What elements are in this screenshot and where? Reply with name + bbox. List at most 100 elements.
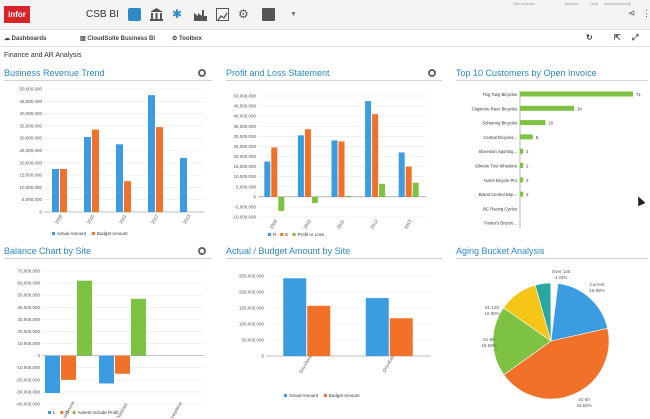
gear-icon[interactable] (428, 69, 436, 77)
panel-profit-loss: Profit and Loss Statement 50,000,000 45,0… (226, 67, 442, 240)
bar (520, 120, 546, 126)
star-icon[interactable]: ✱ (172, 7, 183, 21)
y-tick-label: -40,000,000 (16, 402, 41, 407)
panel-top10-customers: Top 10 Customers by Open Invoice Ting Ta… (456, 67, 648, 240)
factory-icon[interactable] (194, 8, 207, 21)
bar (372, 114, 379, 197)
slice-percent: 43.63% (576, 403, 591, 408)
value-label: 8 (536, 135, 539, 140)
share-icon[interactable]: ⋖ (628, 8, 636, 18)
bar (148, 95, 155, 212)
apps-icon[interactable] (128, 8, 141, 21)
bar (60, 168, 67, 212)
page-title: Finance and AR Analysis (4, 52, 82, 59)
bar (304, 129, 311, 197)
slice-label: Over 120 (552, 269, 571, 274)
value-label: 2 (526, 164, 529, 169)
browse-link[interactable]: Browse (565, 1, 579, 6)
y-tick-label: -20,000,000 (16, 377, 41, 382)
bar (520, 148, 524, 154)
y-tick-label: 5,000,000 (22, 197, 43, 202)
x-tick-label: 2011 (336, 218, 345, 229)
y-tick-label: 60,000,000 (17, 281, 40, 286)
refresh-icon[interactable]: ↻ (586, 33, 593, 42)
category-label: Gilmore Two Wheelers (475, 164, 517, 169)
pie-slice (492, 307, 552, 376)
legend-swatch (292, 233, 296, 236)
bar (61, 355, 76, 380)
chart-icon[interactable] (216, 8, 229, 21)
site-activate-link[interactable]: Site Activate (513, 1, 536, 6)
panel-aging-bucket: Aging Bucket Analysis Current 19.58% 31-60… (456, 245, 648, 418)
x-tick-label: 2011 (118, 213, 127, 224)
gear-icon[interactable]: ⚙ (238, 7, 249, 21)
bar (116, 144, 123, 212)
y-tick-label: 250,000,000 (239, 274, 265, 279)
more-icon[interactable]: ⋮ (642, 8, 650, 18)
bar (365, 298, 389, 356)
bar (520, 105, 575, 111)
y-tick-label: 15,000,000 (233, 164, 256, 169)
panel-title: Top 10 Customers by Open Invoice (456, 68, 597, 78)
gear-icon[interactable] (198, 247, 206, 255)
category-label: Schwinng Bicycles (482, 121, 517, 126)
y-tick-label: 45,000,000 (233, 104, 256, 109)
category-label: BC Racing Cycles (483, 206, 517, 211)
fullscreen-icon[interactable]: ⤢ (632, 33, 639, 42)
y-tick-label: 40,000,000 (17, 305, 40, 310)
panel-business-revenue-trend: Business Revenue Trend 50,000,000 45,000,… (4, 67, 212, 240)
infor-logo[interactable]: infor (4, 6, 30, 23)
x-tick-label: 2009 (54, 213, 64, 225)
category-label: Ivan's Bicycle Pro (484, 178, 518, 183)
y-tick-label: 100,000,000 (239, 322, 265, 327)
legend-label: O (65, 410, 69, 415)
y-tick-label: 0 (261, 354, 264, 359)
x-tick-label: 2012 (150, 213, 160, 225)
bar (52, 168, 59, 212)
value-label: 2 (526, 192, 529, 197)
y-tick-label: 0 (253, 194, 256, 199)
bar (180, 157, 187, 212)
dashboards-menu[interactable]: ☁ Dashboards (4, 36, 47, 42)
legend-label: Actual Amount (57, 231, 87, 236)
panel-balance-chart: Balance Chart by Site 70,000,000 60,000,0… (4, 245, 212, 418)
legend-swatch (48, 411, 51, 414)
y-tick-label: -10,000,000 (232, 215, 257, 220)
bar (84, 136, 91, 212)
legend-swatch (268, 233, 271, 236)
bar (520, 134, 533, 140)
user-name[interactable]: administrator@ (604, 1, 632, 6)
help-link[interactable]: Help (590, 1, 599, 6)
pie-slice (503, 327, 610, 400)
nav-bar: ☁ Dashboards ▥ CloudSuite Business BI ⚙ … (0, 31, 650, 47)
category-label: Central Bicycles... (483, 135, 517, 140)
y-tick-label: 70,000,000 (17, 269, 40, 274)
chevron-down-icon[interactable]: ▼ (290, 11, 297, 18)
bar (520, 163, 524, 168)
gear-icon: ⚙ (172, 36, 180, 42)
y-tick-label: 200,000,000 (239, 290, 265, 295)
toolbox-menu[interactable]: ⚙ Toolbox (172, 36, 202, 42)
x-tick-label: 2013 (182, 213, 192, 225)
bar (331, 140, 338, 197)
top10-customers-chart: Ting Tang Bicycles 71 Claymore Race Bicycl… (472, 90, 641, 229)
top-toolbar: infor CSB BI ✱ ⚙ ▼ Site Activate Browse … (0, 0, 650, 30)
bar (264, 161, 271, 197)
y-tick-label: 45,000,000 (19, 99, 42, 104)
bar (520, 191, 524, 197)
slice-percent: 19.58% (589, 288, 604, 293)
y-tick-label: 15,000,000 (19, 173, 42, 178)
slice-percent: 10.89% (484, 311, 499, 316)
legend-label: Assets Include Profit (78, 410, 120, 415)
y-tick-label: 30,000,000 (19, 136, 42, 141)
chart-icon: ▥ (80, 36, 88, 42)
cloudsuite-menu[interactable]: ▥ CloudSuite Business BI (80, 36, 156, 42)
bank-icon[interactable] (150, 8, 163, 21)
gear-icon[interactable] (198, 69, 206, 77)
x-tick-label: 2013 (403, 218, 413, 230)
export-icon[interactable]: ⇱ (614, 33, 621, 42)
y-tick-label: 30,000,000 (233, 134, 256, 139)
document-icon[interactable] (262, 8, 275, 21)
bar (365, 101, 372, 197)
